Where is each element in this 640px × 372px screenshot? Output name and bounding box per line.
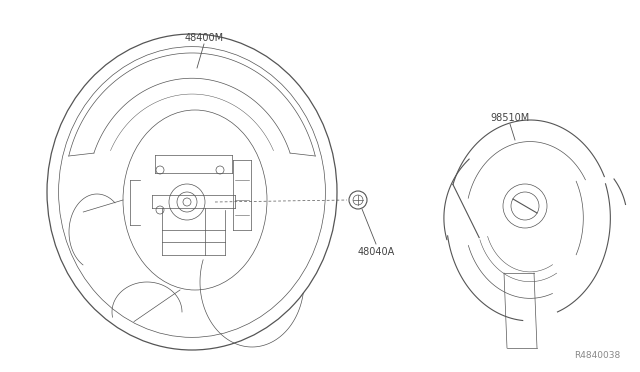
Text: R4840038: R4840038 [573, 350, 620, 359]
Text: 48400M: 48400M [184, 33, 223, 43]
Text: 48040A: 48040A [357, 247, 395, 257]
Text: 98510M: 98510M [490, 113, 530, 123]
